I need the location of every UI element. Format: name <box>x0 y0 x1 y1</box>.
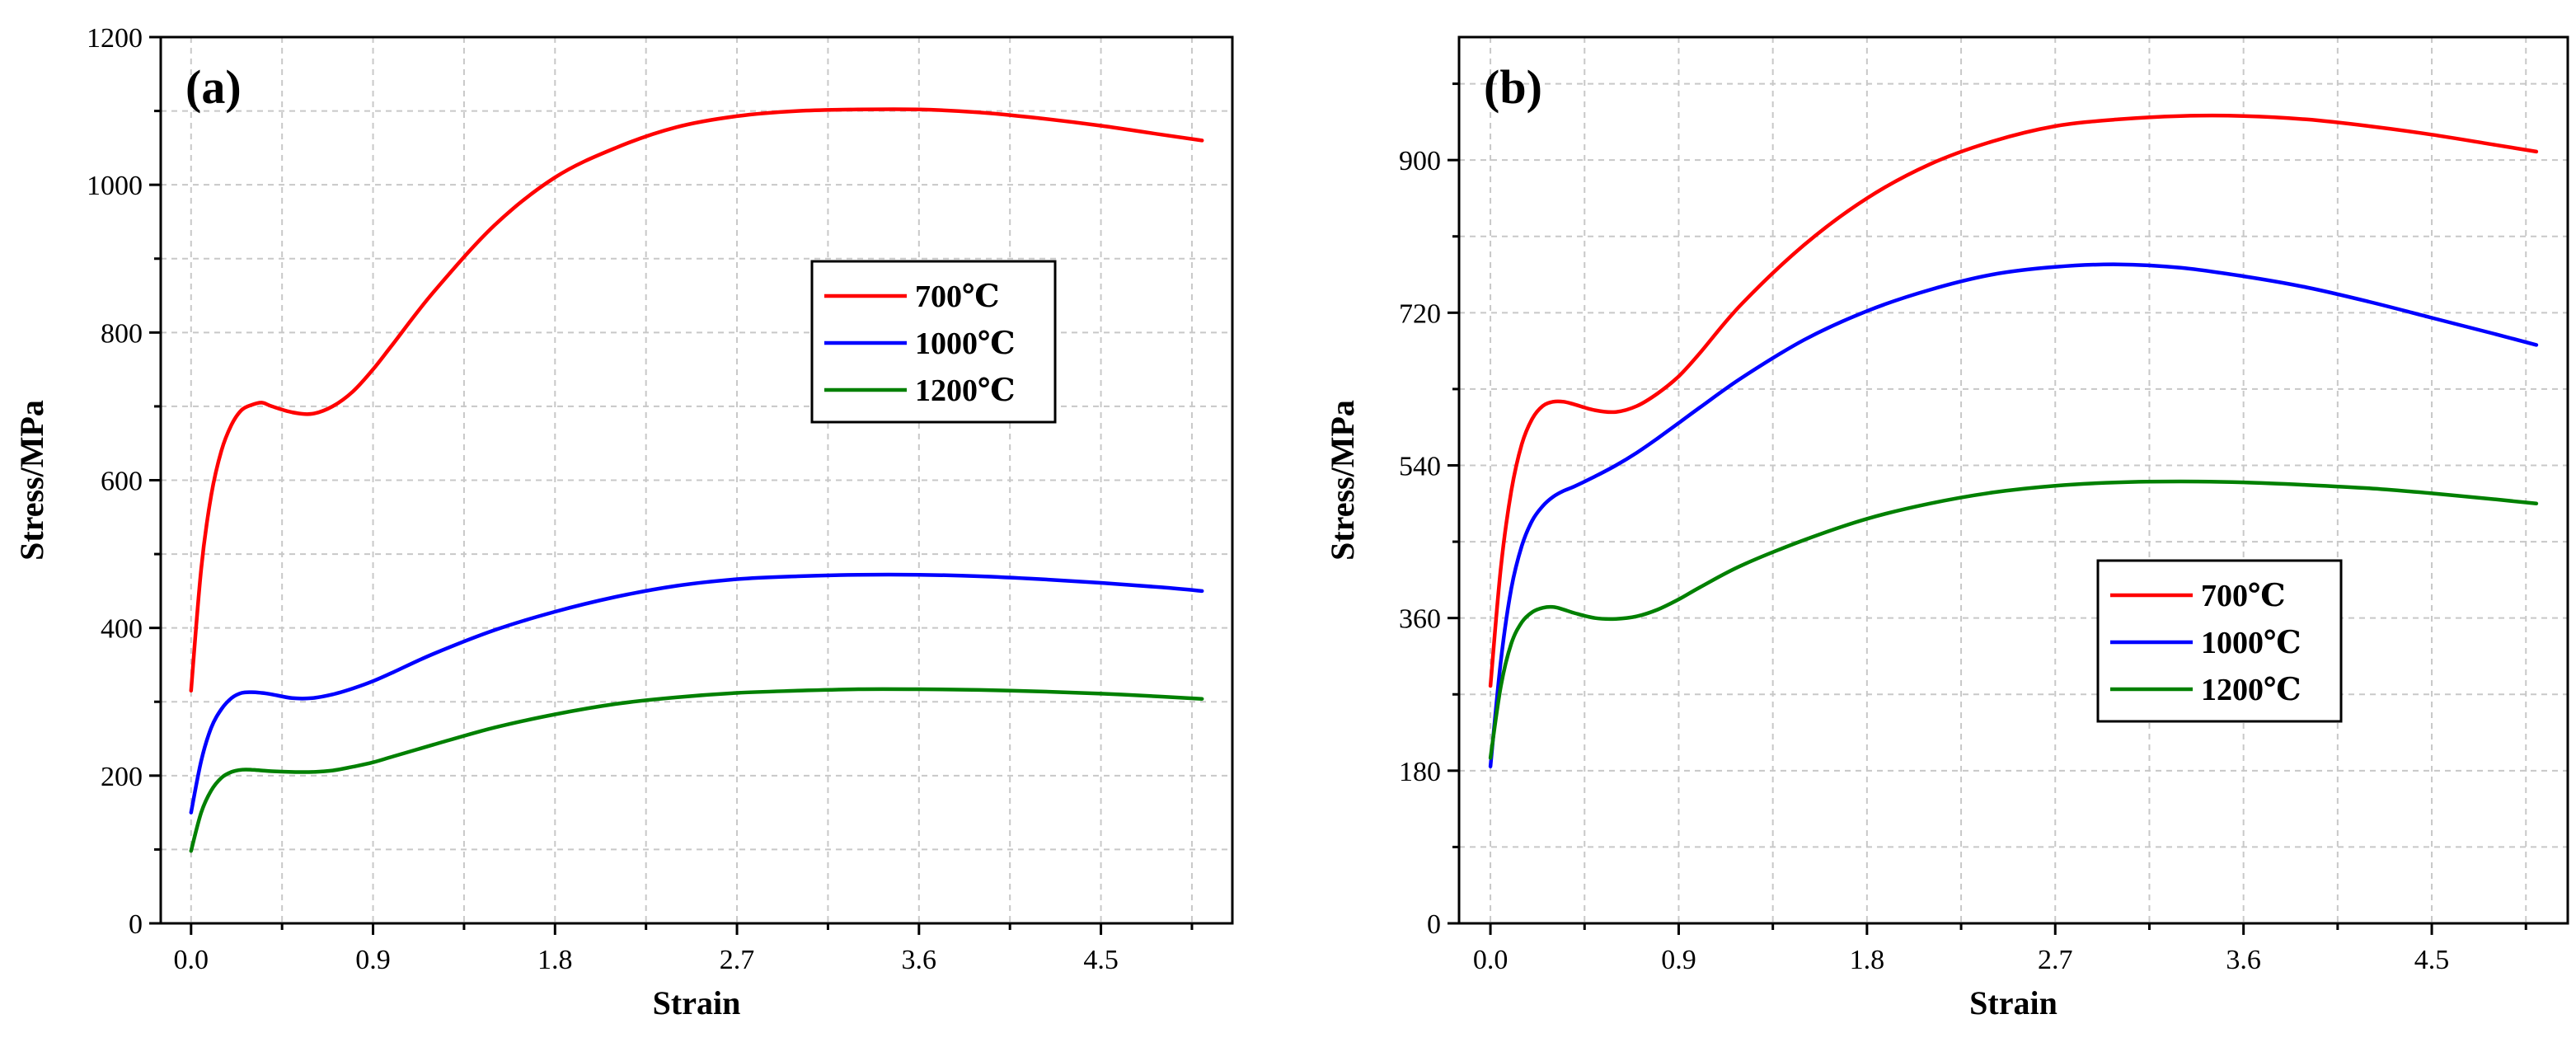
y-tick-label: 0 <box>1427 909 1441 940</box>
series-line-2 <box>189 687 1204 853</box>
legend: 700℃ 1000℃ 1200℃ <box>810 260 1057 424</box>
plot-frame <box>1457 35 2569 925</box>
x-tick-label: 4.5 <box>1083 945 1119 975</box>
panel-label: (b) <box>1484 60 1542 114</box>
panel-a: 0.0 0.9 1.8 2.7 3.6 4.5 0 200 400 600 800 1000 1200 S… <box>13 23 1234 1021</box>
x-tick-label: 0.0 <box>1473 945 1509 975</box>
series-line-1 <box>189 572 1204 815</box>
legend-entry: 1200℃ <box>2201 673 2302 707</box>
series-line-1 <box>1488 262 2539 768</box>
y-tick-label: 600 <box>101 467 143 497</box>
legend-entry: 1200℃ <box>915 373 1016 408</box>
series-line-0 <box>189 107 1204 693</box>
y-axis-title: Stress/MPa <box>13 400 50 561</box>
x-axis-title: Strain <box>653 984 741 1021</box>
legend-entry: 1000℃ <box>915 326 1016 361</box>
y-tick-label: 800 <box>101 318 143 349</box>
y-tick-label: 360 <box>1399 604 1441 635</box>
y-tick-label: 540 <box>1399 451 1441 481</box>
x-axis-title: Strain <box>1969 984 2058 1021</box>
y-axis-title: Stress/MPa <box>1324 400 1361 561</box>
x-tick-label: 0.9 <box>1661 945 1696 975</box>
legend-entry: 700℃ <box>915 279 1000 314</box>
y-tick-label: 400 <box>101 614 143 645</box>
y-tick-label: 0 <box>129 909 143 940</box>
legend-entry: 1000℃ <box>2201 626 2302 660</box>
panel-label: (a) <box>185 60 242 114</box>
y-tick-label: 1000 <box>87 171 143 201</box>
panel-b: 0.0 0.9 1.8 2.7 3.6 4.5 0 180 360 540 720 900 Strain… <box>1324 35 2569 1021</box>
y-tick-label: 900 <box>1399 146 1441 176</box>
legend-entry: 700℃ <box>2201 579 2286 613</box>
series-line-0 <box>1488 113 2539 688</box>
x-tick-label: 2.7 <box>720 945 755 975</box>
x-tick-label: 3.6 <box>902 945 937 975</box>
series-line-2 <box>1488 479 2539 760</box>
y-tick-label: 200 <box>101 762 143 792</box>
x-tick-label: 0.9 <box>355 945 391 975</box>
legend: 700℃ 1000℃ 1200℃ <box>2096 559 2343 723</box>
x-tick-label: 1.8 <box>1850 945 1885 975</box>
y-tick-label: 720 <box>1399 298 1441 329</box>
x-tick-label: 3.6 <box>2226 945 2261 975</box>
x-tick-label: 4.5 <box>2414 945 2450 975</box>
y-tick-label: 180 <box>1399 757 1441 787</box>
y-tick-label: 1200 <box>87 23 143 54</box>
x-tick-label: 2.7 <box>2038 945 2073 975</box>
x-tick-label: 1.8 <box>537 945 573 975</box>
x-tick-label: 0.0 <box>174 945 209 975</box>
